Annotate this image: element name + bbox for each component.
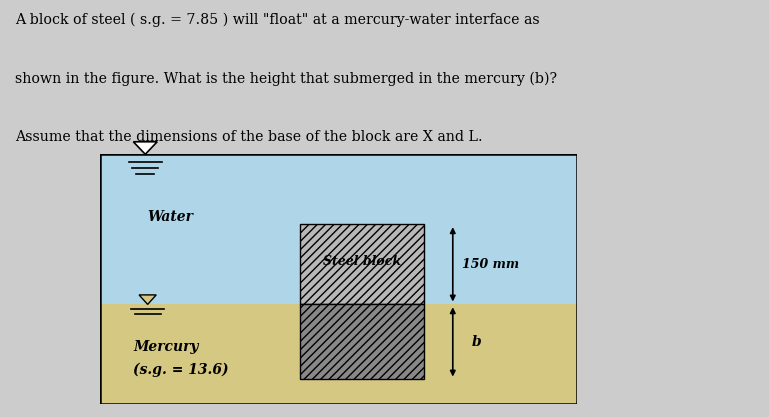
Polygon shape bbox=[139, 295, 156, 304]
Text: A block of steel ( s.g. = 7.85 ) will "float" at a mercury-water interface as: A block of steel ( s.g. = 7.85 ) will "f… bbox=[15, 13, 540, 27]
Text: shown in the figure. What is the height that submerged in the mercury (b)?: shown in the figure. What is the height … bbox=[15, 71, 558, 86]
Bar bbox=[100, 154, 577, 304]
Text: b: b bbox=[472, 335, 481, 349]
Text: Water: Water bbox=[148, 210, 194, 224]
Bar bbox=[300, 224, 424, 304]
Polygon shape bbox=[133, 142, 157, 154]
Bar bbox=[300, 304, 424, 379]
Text: Steel block: Steel block bbox=[323, 255, 401, 269]
Bar bbox=[100, 304, 577, 404]
Text: Assume that the dimensions of the base of the block are X and L.: Assume that the dimensions of the base o… bbox=[15, 130, 483, 144]
Text: (s.g. = 13.6): (s.g. = 13.6) bbox=[133, 362, 229, 377]
Text: 150 mm: 150 mm bbox=[462, 258, 519, 271]
Text: Mercury: Mercury bbox=[133, 340, 199, 354]
